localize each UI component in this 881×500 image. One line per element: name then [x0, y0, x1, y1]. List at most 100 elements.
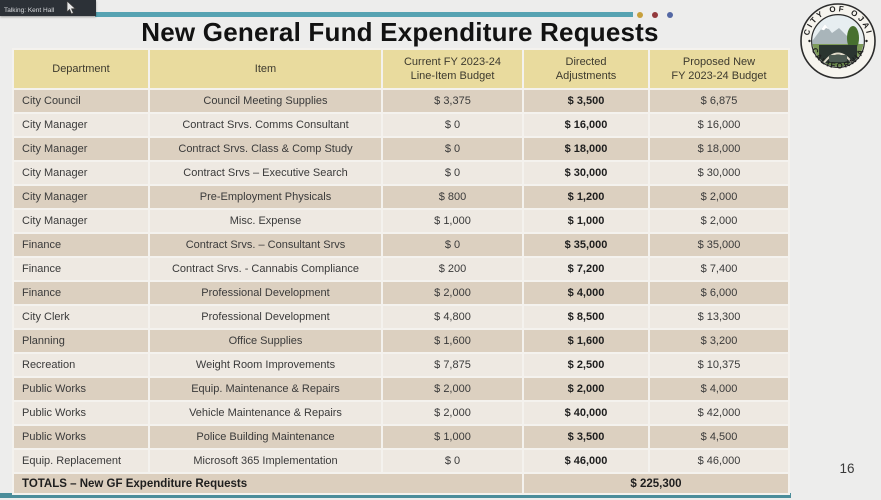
- department-cell: City Manager: [12, 184, 150, 210]
- current-budget-cell: $ 2,000: [381, 376, 524, 402]
- department-cell: City Manager: [12, 160, 150, 186]
- item-cell: Microsoft 365 Implementation: [148, 448, 383, 474]
- department-cell: Finance: [12, 280, 150, 306]
- item-cell: Council Meeting Supplies: [148, 88, 383, 114]
- proposed-budget-cell: $ 10,375: [648, 352, 790, 378]
- proposed-budget-cell: $ 2,000: [648, 184, 790, 210]
- directed-adjustment-cell: $ 2,500: [522, 352, 650, 378]
- table-row: City Manager Misc. Expense $ 1,000 $ 1,000 $…: [12, 208, 790, 234]
- department-cell: Public Works: [12, 424, 150, 450]
- table-row: Planning Office Supplies $ 1,600 $ 1,600 $ 3…: [12, 328, 790, 354]
- item-cell: Professional Development: [148, 280, 383, 306]
- department-cell: City Manager: [12, 112, 150, 138]
- proposed-budget-cell: $ 42,000: [648, 400, 790, 426]
- item-cell: Equip. Maintenance & Repairs: [148, 376, 383, 402]
- header-directed-adjustments: Directed Adjustments: [522, 48, 650, 90]
- proposed-budget-cell: $ 18,000: [648, 136, 790, 162]
- item-cell: Contract Srvs. Class & Comp Study: [148, 136, 383, 162]
- current-budget-cell: $ 200: [381, 256, 524, 282]
- proposed-budget-cell: $ 2,000: [648, 208, 790, 234]
- table-row: Public Works Police Building Maintenance $…: [12, 424, 790, 450]
- department-cell: Public Works: [12, 400, 150, 426]
- proposed-budget-cell: $ 46,000: [648, 448, 790, 474]
- department-cell: Equip. Replacement: [12, 448, 150, 474]
- directed-adjustment-cell: $ 40,000: [522, 400, 650, 426]
- proposed-budget-cell: $ 4,000: [648, 376, 790, 402]
- table-row: Public Works Equip. Maintenance & Repairs…: [12, 376, 790, 402]
- current-budget-cell: $ 0: [381, 112, 524, 138]
- item-cell: Vehicle Maintenance & Repairs: [148, 400, 383, 426]
- proposed-budget-cell: $ 7,400: [648, 256, 790, 282]
- table-row: Finance Contract Srvs. - Cannabis Complia…: [12, 256, 790, 282]
- page-number: 16: [839, 461, 855, 476]
- table-row: City Clerk Professional Development $ 4,80…: [12, 304, 790, 330]
- totals-row: TOTALS – New GF Expenditure Requests $ 2…: [12, 472, 790, 495]
- department-cell: City Council: [12, 88, 150, 114]
- directed-adjustment-cell: $ 35,000: [522, 232, 650, 258]
- proposed-budget-cell: $ 30,000: [648, 160, 790, 186]
- item-cell: Contract Srvs. – Consultant Srvs: [148, 232, 383, 258]
- directed-adjustment-cell: $ 1,600: [522, 328, 650, 354]
- department-cell: City Clerk: [12, 304, 150, 330]
- directed-adjustment-cell: $ 1,000: [522, 208, 650, 234]
- item-cell: Contract Srvs – Executive Search: [148, 160, 383, 186]
- directed-adjustment-cell: $ 3,500: [522, 424, 650, 450]
- directed-adjustment-cell: $ 1,200: [522, 184, 650, 210]
- table-row: City Manager Contract Srvs – Executive Se…: [12, 160, 790, 186]
- accent-dot-gold: [637, 12, 643, 18]
- accent-dot-blue: [667, 12, 673, 18]
- current-budget-cell: $ 4,800: [381, 304, 524, 330]
- table-row: Recreation Weight Room Improvements $ 7,87…: [12, 352, 790, 378]
- directed-adjustment-cell: $ 46,000: [522, 448, 650, 474]
- expenditure-table: Department Item Current FY 2023-24 Line-…: [12, 48, 790, 495]
- current-budget-cell: $ 1,000: [381, 208, 524, 234]
- header-item: Item: [148, 48, 383, 90]
- table-row: Finance Contract Srvs. – Consultant Srvs $…: [12, 232, 790, 258]
- department-cell: Public Works: [12, 376, 150, 402]
- mouse-cursor-icon: [66, 1, 77, 15]
- table-row: Public Works Vehicle Maintenance & Repair…: [12, 400, 790, 426]
- directed-adjustment-cell: $ 7,200: [522, 256, 650, 282]
- talking-label: Talking: Kent Hall: [4, 7, 55, 14]
- header-current-budget: Current FY 2023-24 Line-Item Budget: [381, 48, 524, 90]
- item-cell: Police Building Maintenance: [148, 424, 383, 450]
- current-budget-cell: $ 0: [381, 136, 524, 162]
- accent-line-bottom: [0, 493, 791, 498]
- current-budget-cell: $ 7,875: [381, 352, 524, 378]
- directed-adjustment-cell: $ 8,500: [522, 304, 650, 330]
- proposed-budget-cell: $ 3,200: [648, 328, 790, 354]
- current-budget-cell: $ 0: [381, 232, 524, 258]
- header-proposed-budget: Proposed New FY 2023-24 Budget: [648, 48, 790, 90]
- accent-dots: [637, 12, 673, 18]
- current-budget-cell: $ 0: [381, 160, 524, 186]
- proposed-budget-cell: $ 6,875: [648, 88, 790, 114]
- proposed-budget-cell: $ 13,300: [648, 304, 790, 330]
- header-department: Department: [12, 48, 150, 90]
- item-cell: Contract Srvs. - Cannabis Compliance: [148, 256, 383, 282]
- directed-adjustment-cell: $ 3,500: [522, 88, 650, 114]
- totals-value: $ 225,300: [522, 472, 790, 495]
- city-of-ojai-seal-logo: CITY OF OJAI CALIFORNIA: [800, 3, 876, 79]
- directed-adjustment-cell: $ 30,000: [522, 160, 650, 186]
- current-budget-cell: $ 3,375: [381, 88, 524, 114]
- department-cell: City Manager: [12, 136, 150, 162]
- table-row: City Manager Contract Srvs. Class & Comp …: [12, 136, 790, 162]
- page-title: New General Fund Expenditure Requests: [141, 17, 659, 47]
- table-row: Finance Professional Development $ 2,000 $ …: [12, 280, 790, 306]
- totals-label: TOTALS – New GF Expenditure Requests: [12, 472, 524, 495]
- current-budget-cell: $ 1,600: [381, 328, 524, 354]
- proposed-budget-cell: $ 4,500: [648, 424, 790, 450]
- item-cell: Pre-Employment Physicals: [148, 184, 383, 210]
- proposed-budget-cell: $ 6,000: [648, 280, 790, 306]
- item-cell: Misc. Expense: [148, 208, 383, 234]
- proposed-budget-cell: $ 16,000: [648, 112, 790, 138]
- item-cell: Contract Srvs. Comms Consultant: [148, 112, 383, 138]
- department-cell: Recreation: [12, 352, 150, 378]
- talking-indicator: Talking: Kent Hall: [0, 0, 96, 16]
- current-budget-cell: $ 2,000: [381, 400, 524, 426]
- table-header-row: Department Item Current FY 2023-24 Line-…: [12, 48, 790, 90]
- department-cell: Finance: [12, 256, 150, 282]
- table-row: City Manager Pre-Employment Physicals $ 80…: [12, 184, 790, 210]
- proposed-budget-cell: $ 35,000: [648, 232, 790, 258]
- table-row: Equip. Replacement Microsoft 365 Implemen…: [12, 448, 790, 474]
